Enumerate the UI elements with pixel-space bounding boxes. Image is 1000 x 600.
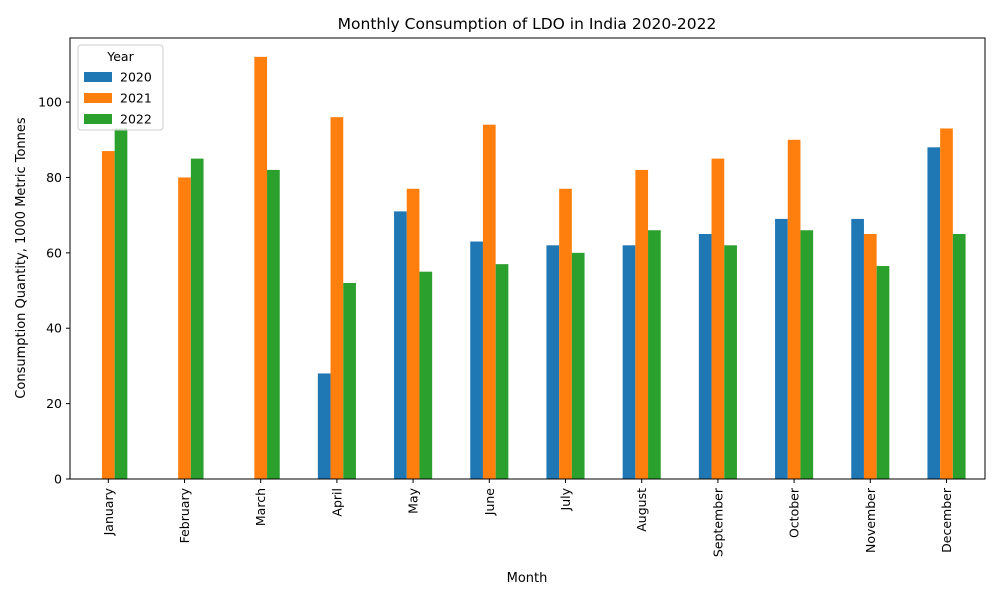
- bar-2022-december: [952, 234, 966, 479]
- bar-2021-october: [787, 139, 801, 479]
- bar-2021-may: [406, 188, 420, 479]
- y-tick-label: 0: [54, 472, 62, 487]
- bar-2022-september: [724, 245, 737, 479]
- y-tick-label: 100: [38, 95, 62, 110]
- bar-2022-june: [495, 264, 509, 479]
- bar-2020-may: [394, 211, 407, 479]
- bar-2020-november: [851, 218, 864, 479]
- chart-title: Monthly Consumption of LDO in India 2020…: [338, 15, 717, 33]
- legend-label-2020: 2020: [120, 70, 152, 85]
- bar-2022-october: [800, 230, 814, 479]
- bar-2020-december: [927, 147, 941, 480]
- bar-2022-april: [343, 283, 356, 479]
- y-axis-label: Consumption Quantity, 1000 Metric Tonnes: [14, 117, 29, 399]
- y-tick-label: 20: [46, 396, 62, 411]
- x-axis-label: Month: [507, 571, 548, 586]
- bar-2021-june: [482, 124, 496, 479]
- bar-2021-april: [330, 117, 344, 480]
- legend-swatch-2020: [84, 72, 112, 82]
- bars-layer: [101, 56, 966, 480]
- x-tick-label: June: [482, 488, 497, 517]
- x-tick-label: March: [253, 488, 268, 526]
- bar-2020-july: [546, 245, 560, 479]
- x-tick-label: May: [406, 487, 421, 513]
- x-tick-label: April: [329, 488, 344, 517]
- x-tick-label: December: [939, 487, 954, 553]
- legend-title: Year: [106, 49, 134, 64]
- legend-swatch-2021: [84, 93, 112, 103]
- bar-2021-february: [178, 177, 191, 479]
- bar-2021-july: [559, 188, 572, 479]
- bar-2022-january: [114, 128, 128, 479]
- bar-2021-august: [635, 169, 649, 479]
- y-tick-label: 40: [46, 321, 62, 336]
- x-tick-label: July: [558, 487, 573, 511]
- x-tick-label: September: [710, 487, 725, 557]
- x-tick-label: November: [863, 487, 878, 553]
- bar-2020-june: [470, 241, 483, 479]
- legend: Year 2020 2021 2022: [77, 44, 164, 131]
- bar-2021-december: [940, 128, 953, 479]
- legend-label-2022: 2022: [120, 112, 152, 127]
- x-tick-label: January: [101, 487, 116, 536]
- x-tick-label: February: [177, 487, 192, 543]
- bar-2021-november: [863, 234, 877, 479]
- x-tick-label: August: [634, 488, 649, 532]
- bar-2020-october: [775, 218, 788, 479]
- y-tick-label: 80: [46, 170, 62, 185]
- x-axis: January February March April May June July Augu…: [101, 479, 954, 557]
- bar-2022-march: [267, 169, 280, 479]
- bar-2022-august: [648, 230, 661, 479]
- bar-2022-february: [190, 158, 204, 479]
- bar-2021-march: [254, 56, 268, 479]
- bar-2020-april: [317, 373, 331, 479]
- bar-2020-august: [622, 245, 636, 479]
- bar-2021-september: [711, 158, 725, 479]
- legend-frame: [77, 44, 164, 131]
- bar-2022-may: [419, 271, 433, 479]
- bar-2020-september: [698, 234, 712, 479]
- y-tick-label: 60: [46, 245, 62, 260]
- bar-2021-january: [101, 151, 115, 480]
- legend-label-2021: 2021: [120, 91, 152, 106]
- legend-swatch-2022: [84, 114, 112, 124]
- y-axis: 0 20 40 60 80 100: [38, 95, 70, 487]
- bar-2022-july: [571, 252, 585, 479]
- bar-2022-november: [876, 266, 890, 479]
- plot-frame: [69, 37, 986, 480]
- x-tick-label: October: [787, 487, 802, 538]
